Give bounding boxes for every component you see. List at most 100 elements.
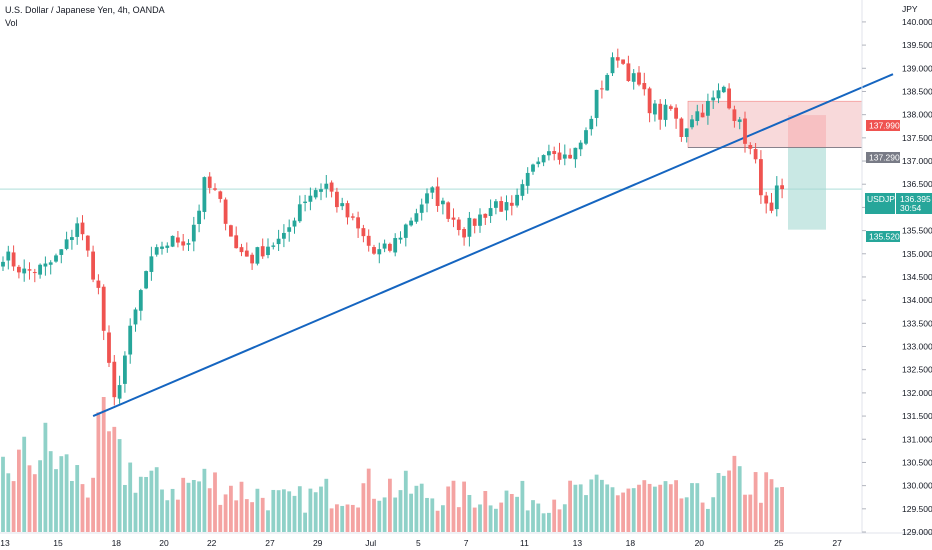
x-tick-label: 27 [832,538,842,548]
candle-body [584,130,588,144]
volume-bar [732,455,737,532]
candle-body [160,246,164,249]
volume-bar [774,487,779,532]
symbol-tag [865,193,895,214]
candle-body [218,191,223,199]
volume-bar [165,500,170,532]
volume-bar [271,489,276,532]
candle-body [75,223,80,237]
candle-body [541,155,546,163]
candle-body [695,111,700,121]
volume-bar [313,492,318,532]
volume-bar [85,497,90,532]
volume-bar [6,473,11,532]
candle-body [123,355,127,384]
candle-body [398,237,403,240]
candle-body [32,272,37,274]
volume-bar [647,483,652,532]
volume-bar [716,473,721,532]
volume-bar [631,488,636,532]
last-price-tag [896,193,932,214]
volume-bar [377,500,382,532]
volume-bar [541,513,546,532]
volume-bar [520,480,525,532]
candle-body [335,191,339,208]
volume-bar [547,512,551,532]
volume-bar [80,484,85,532]
volume-bar [398,490,403,532]
volume-bar [759,502,763,532]
volume-bar [234,500,239,532]
candle-body [213,188,217,190]
candle-body [600,88,604,90]
volume-bar [674,480,678,532]
y-tick-label: 137.500 [902,133,932,143]
volume-bar [260,497,265,532]
volume-bar [695,483,700,532]
x-tick-labels: 13 15 18 20 22 27 29 Jul 5 7 11 13 18 20 25 27 [0,538,842,548]
volume-bar [780,487,784,532]
volume-bar [578,484,583,532]
candle-body [260,246,265,257]
candle-body [504,202,509,211]
candlestick-series [1,48,784,406]
candle-body [186,243,191,245]
volume-bar [721,475,726,532]
candle-body [154,247,159,255]
candle-body [674,107,678,119]
volume-bar [478,504,482,532]
candle-body [578,142,583,150]
volume-bar [504,490,509,532]
chart-title: U.S. Dollar / Japanese Yen, 4h, OANDA [5,5,165,15]
volume-bar [340,505,345,532]
volume-bar [43,422,48,532]
y-tick-label: 131.000 [902,434,932,444]
price-axis: JPY [0,0,932,534]
candle-body [435,186,440,206]
volume-bar [668,484,673,532]
volume-bar [123,484,127,532]
volume-bar [287,491,292,532]
y-tick-labels: 140.000 139.500 139.000 138.500 138.000 137.5… [862,17,932,537]
volume-bar [250,502,254,532]
volume-bar [48,451,53,532]
candle-body [668,106,673,109]
volume-bar [515,496,519,532]
volume-bar [70,480,74,532]
volume-bar [356,507,360,532]
y-tick-label: 130.000 [902,481,932,491]
volume-bar [584,495,588,532]
volume-bar [297,486,302,532]
volume-bar [610,487,615,532]
volume-bar [706,508,710,532]
volume-bar [335,504,339,532]
candle-body [573,147,578,160]
x-tick-label: 18 [626,538,636,548]
volume-bar [239,481,244,532]
candle-body [631,73,636,82]
candle-body [340,203,345,207]
candle-body [626,63,631,81]
y-tick-label: 139.500 [902,40,932,50]
candle-body [308,195,313,202]
volume-bar [350,504,355,532]
x-tick-label: 13 [0,538,10,548]
candle-body [202,177,207,212]
volume-bars [1,397,784,532]
chart-background [0,0,862,533]
volume-bar [467,494,472,532]
candle-body [536,161,541,165]
x-tick-label: 5 [416,538,421,548]
candle-body [361,228,366,237]
volume-bar [223,494,228,532]
volume-bar [711,497,716,532]
volume-bar [552,499,557,532]
volume-bar [181,477,186,532]
volume-bar [451,480,456,532]
candle-body [589,118,594,130]
y-tick-label: 133.500 [902,318,932,328]
volume-bar [621,492,625,532]
volume-bar [419,483,424,532]
trendline-group[interactable] [92,73,894,417]
